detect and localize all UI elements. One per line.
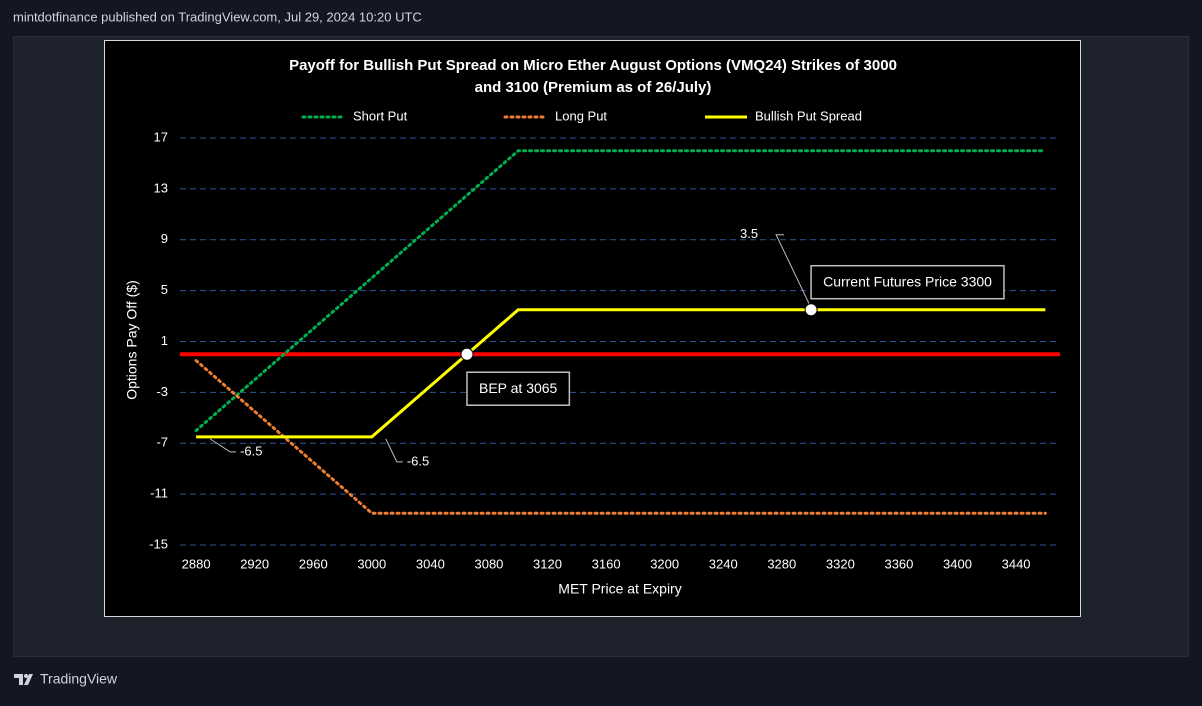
publish-info: mintdotfinance published on TradingView.…: [13, 9, 422, 24]
annotation-leader: [209, 438, 237, 453]
y-axis-title: Options Pay Off ($): [124, 280, 140, 400]
y-tick-label: -7: [156, 435, 168, 450]
x-tick-label: 2960: [299, 556, 328, 571]
legend-label: Bullish Put Spread: [755, 108, 862, 123]
series-line: [194, 149, 1047, 433]
x-tick-label: 3200: [650, 556, 679, 571]
annotation-marker: [804, 303, 818, 317]
y-tick-label: 9: [161, 231, 168, 246]
x-tick-label: 3280: [767, 556, 796, 571]
y-tick-label: 1: [161, 333, 168, 348]
annotation-box: [466, 371, 571, 406]
footer-brand: TradingView: [40, 671, 118, 687]
x-tick-label: 3320: [826, 556, 855, 571]
annotation-box: [810, 264, 1005, 300]
x-tick-label: 3160: [592, 556, 621, 571]
x-tick-label: 3360: [884, 556, 913, 571]
x-tick-label: 2880: [182, 556, 211, 571]
annotation-box-label: Current Futures Price 3300: [823, 273, 992, 289]
x-axis-title: MET Price at Expiry: [558, 581, 681, 597]
series-line: [196, 308, 1046, 439]
annotation-label: 3.5: [740, 226, 758, 241]
y-tick-label: -15: [149, 536, 168, 551]
chart-frame: [104, 40, 1081, 617]
x-tick-label: 3400: [943, 556, 972, 571]
annotation-leader: [775, 234, 810, 304]
x-tick-label: 3000: [357, 556, 386, 571]
x-tick-label: 3120: [533, 556, 562, 571]
x-tick-label: 3080: [474, 556, 503, 571]
chart-subtitle: and 3100 (Premium as of 26/July): [475, 79, 712, 96]
y-tick-label: 5: [161, 282, 168, 297]
tradingview-logo: [14, 674, 33, 685]
legend-label: Short Put: [353, 108, 408, 123]
x-tick-label: 3240: [709, 556, 738, 571]
y-tick-label: 13: [154, 180, 168, 195]
x-tick-label: 3440: [1002, 556, 1031, 571]
x-tick-label: 3040: [416, 556, 445, 571]
chart-title: Payoff for Bullish Put Spread on Micro E…: [289, 57, 897, 74]
annotation-leader: [385, 438, 403, 463]
legend-label: Long Put: [555, 108, 607, 123]
y-tick-label: 17: [154, 129, 168, 144]
annotation-label: -6.5: [240, 443, 262, 458]
annotation-box-label: BEP at 3065: [479, 380, 558, 396]
x-tick-label: 2920: [240, 556, 269, 571]
annotation-marker: [460, 347, 474, 361]
y-tick-label: -11: [150, 486, 168, 501]
y-tick-label: -3: [156, 384, 168, 399]
annotation-label: -6.5: [407, 453, 429, 468]
